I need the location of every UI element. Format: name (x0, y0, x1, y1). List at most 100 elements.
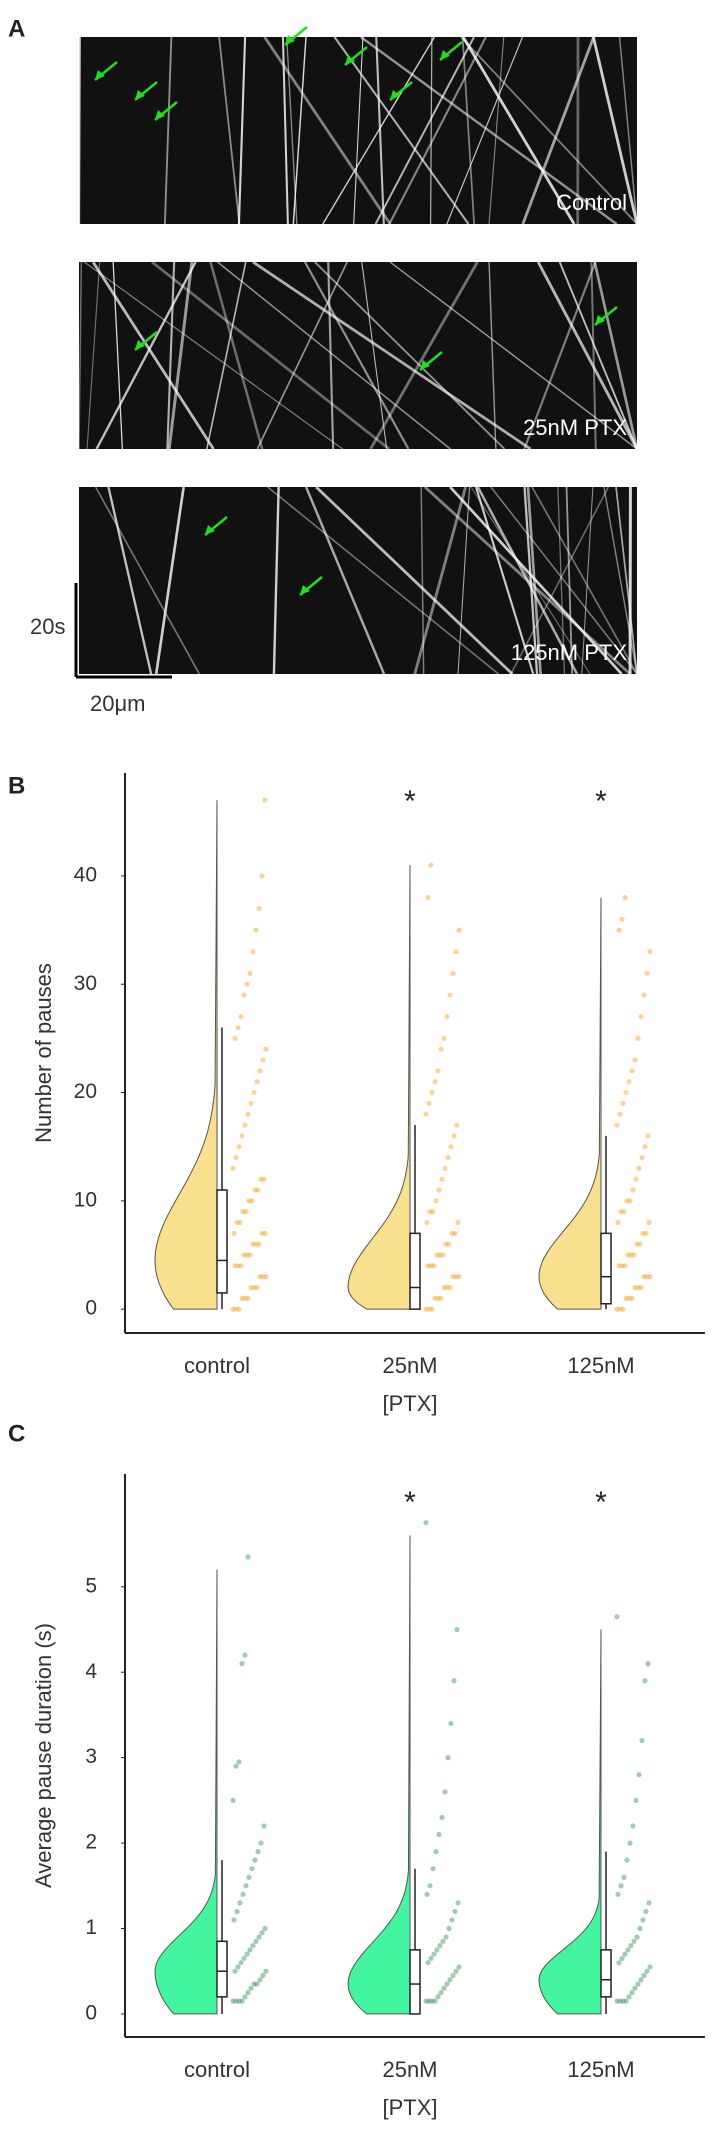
kymograph-track (557, 486, 566, 675)
point (443, 1934, 449, 1940)
kymograph-track (531, 486, 638, 675)
point (423, 1111, 429, 1117)
point (634, 1241, 640, 1247)
kymograph-track (490, 486, 638, 675)
y-tick-label: 40 (74, 863, 97, 886)
point (427, 1883, 433, 1889)
point (242, 1122, 248, 1128)
point (438, 1295, 444, 1301)
point (619, 1955, 625, 1962)
point (233, 1763, 239, 1769)
point (448, 1720, 454, 1727)
point (629, 1295, 635, 1301)
point (424, 1891, 430, 1897)
point (428, 1263, 434, 1269)
point (239, 1295, 245, 1301)
arrow-head (135, 90, 145, 100)
point (452, 1230, 458, 1236)
point (242, 1295, 248, 1301)
point (441, 1035, 447, 1041)
kymograph-track (581, 486, 594, 675)
kymograph-track (78, 36, 81, 225)
point (232, 1035, 238, 1041)
point (424, 1219, 430, 1226)
kymograph-track (558, 261, 638, 450)
point (449, 1230, 455, 1236)
box (600, 1949, 612, 1998)
point (617, 1306, 623, 1312)
point (234, 1219, 240, 1226)
point (647, 949, 653, 955)
kymograph-track (322, 36, 435, 225)
point (242, 1652, 248, 1658)
point (625, 1947, 631, 1953)
point (455, 1219, 461, 1226)
point (254, 1981, 260, 1987)
point (642, 1144, 648, 1150)
kymograph-track (374, 36, 475, 225)
point (644, 1968, 650, 1974)
point (632, 1985, 638, 1991)
kymograph-track (86, 261, 101, 450)
kymograph-track (237, 36, 247, 225)
length-scale-label: 20μm (90, 691, 145, 716)
point (433, 1198, 439, 1204)
kymograph-track (429, 36, 433, 225)
point (642, 1678, 648, 1684)
point (631, 1252, 637, 1258)
kymograph-track (413, 486, 468, 675)
point (619, 916, 625, 922)
point (646, 1219, 652, 1226)
significance: * (595, 1486, 607, 1519)
point (236, 1998, 242, 2004)
point (615, 1891, 621, 1897)
y-tick-label: 20 (74, 1080, 97, 1103)
significance: * (404, 785, 416, 818)
point (643, 1230, 649, 1236)
y-tick-label: 4 (85, 1660, 97, 1683)
point (614, 1614, 620, 1620)
point (426, 1100, 432, 1106)
point (624, 1857, 630, 1863)
point (635, 1981, 641, 1987)
arrow-head (300, 585, 310, 595)
point (235, 1964, 241, 1970)
kymograph-track (526, 486, 542, 675)
point (236, 1759, 242, 1765)
point (452, 1908, 458, 1915)
kymograph-track (304, 486, 386, 675)
kymograph-track (536, 261, 639, 450)
point (641, 1972, 647, 1979)
point (432, 1998, 438, 2004)
kymograph-track (361, 261, 388, 450)
point (238, 1960, 244, 1966)
point (246, 1198, 252, 1204)
point (245, 1989, 251, 1996)
point (261, 1176, 267, 1182)
point (633, 1176, 639, 1182)
point (434, 1947, 440, 1953)
point (431, 1951, 437, 1957)
point (235, 1263, 241, 1269)
violin (347, 1535, 411, 2015)
point (623, 1295, 629, 1301)
point (441, 1985, 447, 1991)
point (425, 894, 431, 901)
point (232, 1968, 238, 1974)
kymograph-track (461, 36, 475, 225)
violin (538, 1629, 602, 2015)
point (441, 1284, 447, 1291)
point (255, 1187, 261, 1193)
point (251, 1981, 257, 1987)
point (425, 1263, 431, 1269)
point (426, 1998, 432, 2004)
arrow-head (205, 525, 215, 535)
point (248, 1284, 254, 1291)
point (627, 1840, 633, 1846)
y-tick-label: 10 (74, 1188, 97, 1211)
point (443, 1241, 449, 1247)
point (233, 1998, 239, 2004)
point (446, 1241, 452, 1247)
point (640, 1917, 646, 1923)
kymograph-track (154, 486, 185, 675)
